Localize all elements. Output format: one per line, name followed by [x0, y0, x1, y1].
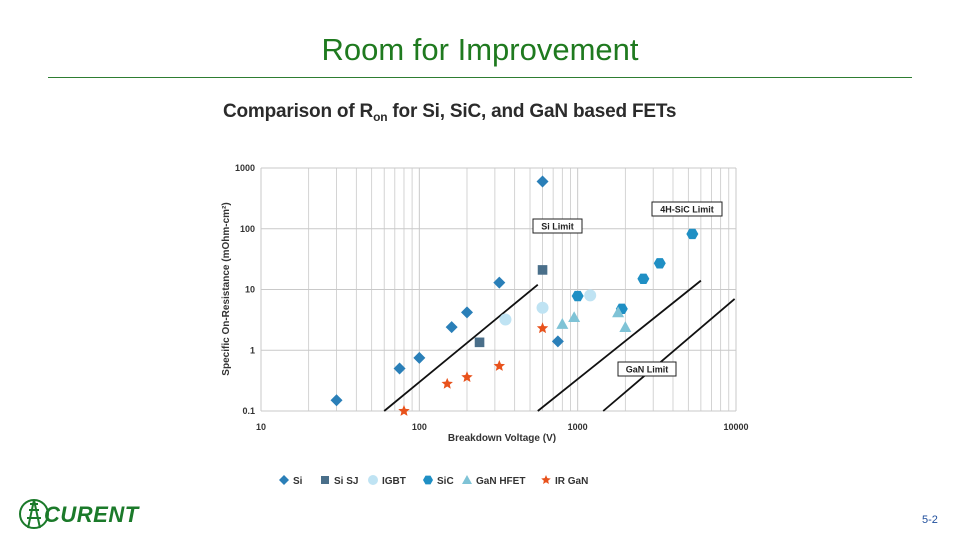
- data-point: [568, 311, 581, 322]
- data-point: [499, 313, 512, 326]
- grid: [260, 167, 737, 412]
- limit-lines: Si Limit 4H-SiC Limit GaN Limit: [383, 201, 736, 412]
- data-point: [474, 337, 485, 348]
- data-point: [619, 321, 632, 332]
- y-tick-label: 0.1: [242, 406, 255, 416]
- title-divider: [48, 77, 912, 78]
- chart-title-suffix: for Si, SiC, and GaN based FETs: [387, 101, 677, 122]
- limit-label: 4H-SiC Limit: [660, 205, 714, 215]
- data-point: [541, 475, 551, 485]
- legend: Si Si SJ IGBT SiC GaN HFET IR GaN: [279, 475, 588, 487]
- page-number: 5-2: [922, 514, 938, 526]
- y-tick-label: 1: [250, 345, 255, 355]
- data-point: [441, 377, 453, 389]
- data-point: [279, 475, 289, 485]
- limit-line: [602, 298, 736, 412]
- data-point: [462, 475, 472, 484]
- data-point: [423, 475, 433, 485]
- logo: [19, 499, 49, 529]
- limit-line: [383, 283, 539, 412]
- logo-text: CURENT: [44, 502, 139, 527]
- data-point: [571, 290, 584, 302]
- data-point: [536, 175, 549, 188]
- x-tick-label: 10000: [723, 422, 748, 432]
- chart-title: Comparison of Ron for Si, SiC, and GaN b…: [223, 101, 676, 124]
- data-point: [637, 273, 650, 284]
- x-tick-label: 100: [412, 422, 427, 432]
- data-point: [556, 318, 569, 329]
- limit-label: GaN Limit: [626, 365, 669, 375]
- data-point: [461, 371, 473, 383]
- data-point: [368, 475, 378, 485]
- data-point: [493, 276, 506, 289]
- y-axis-label: Specific On-Resistance (mOhm-cm²): [221, 202, 232, 375]
- limit-label-box: [532, 218, 583, 234]
- data-point: [653, 258, 666, 269]
- data-point: [551, 335, 564, 348]
- legend-label: Si SJ: [334, 476, 358, 487]
- data-point: [493, 360, 506, 371]
- chart-title-subscript: on: [373, 110, 388, 124]
- data-point: [393, 362, 406, 375]
- limit-label-box: [651, 201, 723, 217]
- data-points: [330, 175, 699, 416]
- limit-label: Si Limit: [541, 222, 574, 232]
- x-axis-label: Breakdown Voltage (V): [448, 433, 556, 444]
- data-point: [686, 228, 699, 240]
- legend-label: IGBT: [382, 476, 406, 487]
- x-tick-label: 1000: [568, 422, 588, 432]
- legend-label: GaN HFET: [476, 476, 525, 487]
- data-point: [612, 306, 625, 318]
- legend-label: Si: [293, 476, 303, 487]
- limit-line: [537, 279, 702, 412]
- axis-ticks: 10 100 1000 10000 0.1 1 10 100 1000: [235, 163, 749, 432]
- data-point: [398, 405, 410, 416]
- data-point: [536, 322, 549, 334]
- data-point: [445, 321, 458, 334]
- legend-label: SiC: [437, 476, 454, 487]
- data-point: [330, 394, 343, 407]
- tower-icon: [19, 499, 49, 529]
- slide-title: Room for Improvement: [321, 32, 639, 67]
- data-point: [460, 306, 473, 319]
- y-tick-label: 10: [245, 285, 255, 295]
- x-tick-label: 10: [256, 422, 266, 432]
- chart-title-main: Comparison of R: [223, 101, 374, 122]
- data-point: [536, 301, 549, 314]
- data-point: [537, 265, 548, 275]
- data-point: [413, 351, 426, 364]
- data-point: [584, 289, 597, 302]
- data-point: [321, 476, 329, 484]
- y-tick-label: 1000: [235, 163, 255, 173]
- limit-label-box: [617, 361, 677, 377]
- y-tick-label: 100: [240, 224, 255, 234]
- legend-label: IR GaN: [555, 476, 588, 487]
